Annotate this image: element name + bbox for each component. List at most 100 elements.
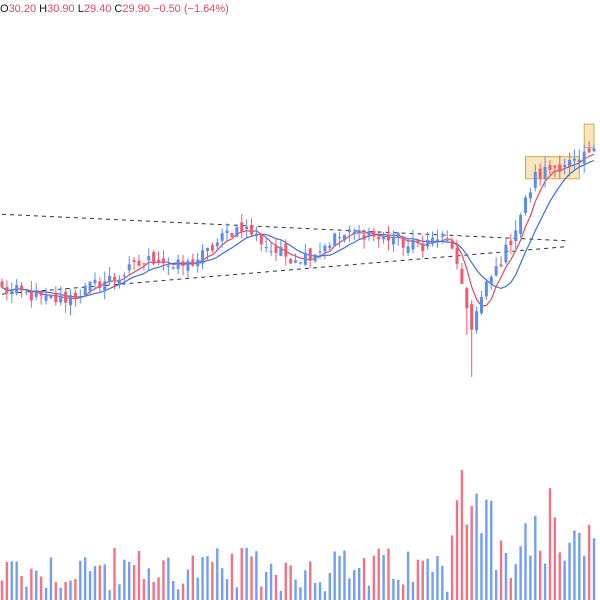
volume-bar <box>93 566 97 600</box>
candle-body <box>509 240 513 246</box>
low-value: 29.40 <box>83 3 112 15</box>
volume-bar <box>519 546 522 600</box>
candle-body <box>10 289 14 294</box>
candle-body <box>20 285 24 291</box>
volume-bar <box>54 582 58 600</box>
candle-body <box>298 262 302 264</box>
candle-body <box>245 226 249 230</box>
candle-body <box>484 281 488 297</box>
volume-bar <box>362 557 366 600</box>
candle-body <box>318 251 322 253</box>
volume-bar <box>480 533 483 600</box>
candle-body <box>538 168 542 179</box>
candle-body <box>44 294 48 301</box>
volume-bar <box>309 561 312 600</box>
candle-body <box>338 237 342 239</box>
candle-body <box>455 247 459 264</box>
volume-bar <box>289 565 292 600</box>
volume-bar <box>348 578 351 600</box>
candle-body <box>333 233 337 247</box>
candle-body <box>196 259 200 267</box>
candle-body <box>362 234 366 240</box>
volume-bar <box>123 559 126 600</box>
candle-body <box>181 261 185 266</box>
candle-body <box>519 214 523 234</box>
ohlc-header: O30.20 H30.90 L29.40 C29.90 −0.50 (−1.64… <box>0 1 229 17</box>
volume-bar <box>49 557 53 600</box>
low-label: L <box>77 3 84 15</box>
candle-body <box>137 260 141 266</box>
candle-body <box>0 281 4 288</box>
volume-bar <box>460 470 464 600</box>
volume-bar <box>372 555 376 600</box>
volume-bar <box>509 578 513 600</box>
moving-average-line <box>1 159 595 298</box>
candle-body <box>391 236 395 245</box>
candle-body <box>166 265 170 267</box>
candle-body <box>186 260 190 271</box>
candle-body <box>367 231 371 236</box>
volume-bar <box>558 552 561 600</box>
volume-bar <box>426 558 429 600</box>
volume-bar <box>377 548 380 600</box>
volume-bar <box>563 560 566 600</box>
candle-body <box>347 229 351 233</box>
candle-body <box>59 295 63 303</box>
highlight-box <box>525 156 580 180</box>
volume-bar <box>592 538 596 600</box>
candle-body <box>342 235 346 241</box>
volume-bar <box>137 551 141 600</box>
volume-bar <box>220 568 224 600</box>
candle-body <box>235 227 239 237</box>
volume-bar <box>245 547 248 600</box>
volume-bar <box>147 568 150 600</box>
candle-body <box>5 287 9 294</box>
candle-body <box>274 246 278 253</box>
candle-body <box>328 245 332 249</box>
volume-bar <box>157 577 160 600</box>
volume-bar <box>20 576 23 600</box>
volume-bar <box>416 559 420 600</box>
volume-bar <box>69 580 72 600</box>
candle-body <box>254 233 258 236</box>
volume-bar <box>401 584 405 600</box>
volume-bar <box>98 565 102 600</box>
candle-body <box>225 230 229 234</box>
volume-bar <box>132 565 136 600</box>
volume-bar <box>74 579 77 600</box>
candle-body <box>587 148 591 153</box>
candle-body <box>357 230 361 233</box>
volume-bar <box>299 587 302 600</box>
volume-bar <box>186 569 190 600</box>
volume-bar <box>191 555 195 600</box>
volume-bar <box>357 567 361 600</box>
candle-body <box>411 239 415 250</box>
trendline <box>1 213 570 242</box>
volume-bar <box>534 515 537 600</box>
candle-body <box>176 259 180 270</box>
volume-bar <box>255 551 258 600</box>
candle-body <box>465 288 469 309</box>
candle-body <box>313 254 317 262</box>
volume-bar <box>279 590 283 600</box>
trendlines <box>1 213 570 295</box>
volume-bar <box>392 578 395 600</box>
volume-bar <box>39 576 43 600</box>
volume-bar <box>260 586 263 600</box>
candle-body <box>64 291 68 303</box>
candle-body <box>29 291 33 301</box>
candle-body <box>201 250 205 264</box>
volume-bar <box>264 571 268 600</box>
high-value: 30.90 <box>47 3 75 15</box>
open-value: 30.20 <box>8 3 37 15</box>
volume-bar <box>176 589 180 600</box>
candle-body <box>533 172 537 188</box>
candle-body <box>93 279 97 284</box>
candle-body <box>592 148 596 152</box>
candle-body <box>132 260 136 263</box>
volume-bar <box>465 524 468 600</box>
volume-bar <box>225 579 229 600</box>
volume-bar <box>30 568 33 600</box>
volume-bar <box>103 564 106 600</box>
